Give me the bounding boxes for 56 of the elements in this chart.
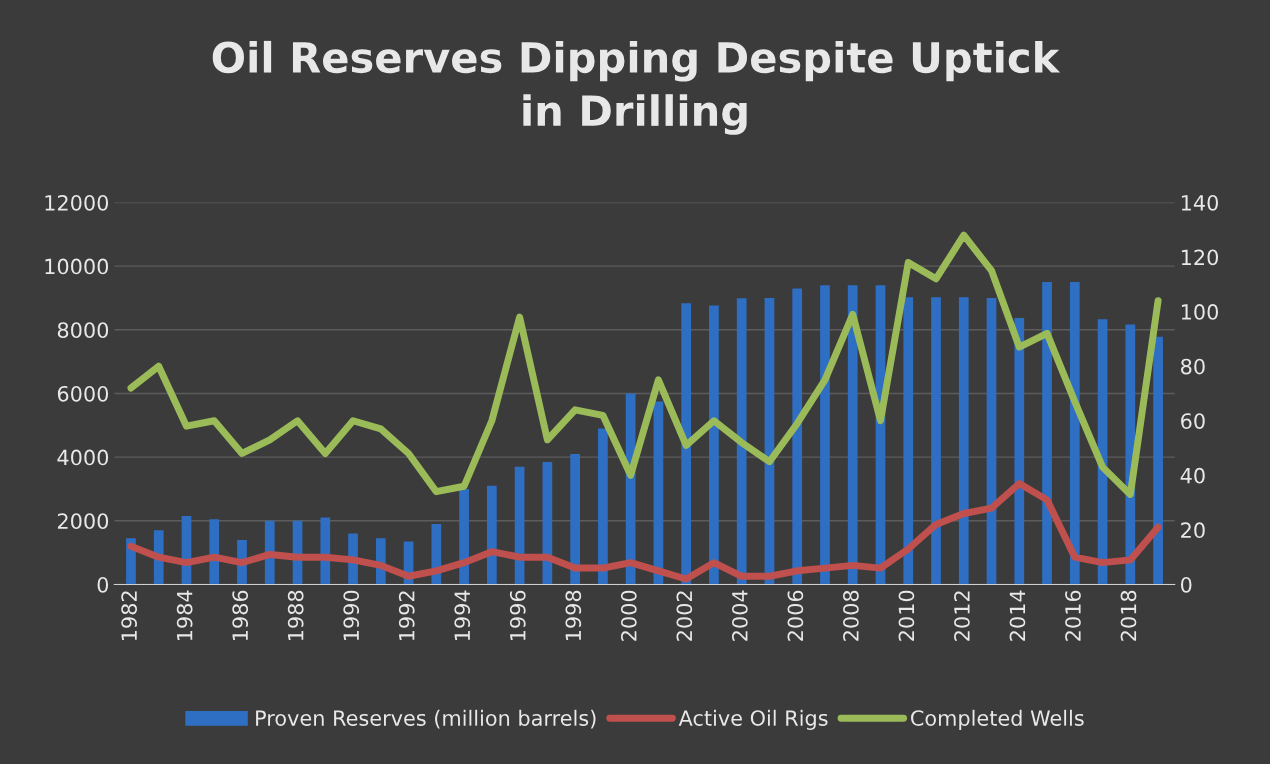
x-tick-label: 1986 [232,590,249,641]
bar [459,488,469,585]
bar [792,288,803,585]
x-tick-label: 2002 [676,591,693,641]
x-tick-label: 2008 [843,590,859,641]
x-tick-label: 1984 [176,590,193,641]
y-tick-label: 12000 [45,194,109,211]
bar [931,297,941,585]
bar [736,298,747,585]
y2-tick-label: 140 [1181,194,1218,211]
x-tick-label: 1996 [509,590,526,641]
x-tick-label: 2004 [731,590,748,641]
x-tick-label: 2016 [1065,590,1081,641]
y-tick-label: 10000 [45,258,109,275]
bar [958,297,969,585]
bar [820,285,830,585]
y-tick-label: 4000 [57,449,109,466]
y2-tick-label: 80 [1181,358,1205,375]
x-tick-label: 2014 [1009,590,1026,641]
bar [486,485,497,585]
x-tick-label: 1988 [287,590,304,641]
legend-label: Proven Reserves (million barrels) [256,709,596,729]
bar [847,285,858,585]
bar [320,517,331,585]
y2-tick-label: 100 [1181,304,1218,320]
bar [570,453,580,585]
y-tick-label: 6000 [57,385,109,402]
y2-tick-label: 40 [1180,467,1205,484]
bar [709,305,719,585]
x-tick-label: 1982 [121,591,137,641]
x-tick-label: 1994 [454,590,471,641]
x-tick-label: 2000 [620,590,637,641]
y2-tick-label: 60 [1181,413,1205,429]
x-tick-label: 2012 [954,591,970,641]
y2-tick-label: 20 [1181,522,1205,539]
y-tick-label: 8000 [57,322,109,338]
bar [1014,318,1025,585]
x-tick-label: 1998 [565,590,582,641]
x-tick-label: 1990 [343,590,360,641]
bar [986,297,997,585]
x-tick-label: 2010 [898,590,915,641]
x-tick-label: 1992 [398,591,415,641]
y2-tick-label: 0 [1180,576,1192,593]
bar [1042,282,1052,585]
bar [903,297,914,585]
bar [681,303,692,585]
legend-label: Completed Wells [910,709,1084,730]
y-tick-label: 0 [97,576,109,593]
chart-title: Oil Reserves Dipping Despite Uptick in Drilling [212,40,1061,135]
y-tick-label: 2000 [57,513,109,529]
legend-label: Active Oil Rigs [678,709,828,730]
y2-tick-label: 120 [1181,249,1218,266]
bar [598,428,608,585]
x-tick-label: 2018 [1120,590,1137,641]
x-tick-label: 2006 [787,590,804,641]
bar [1153,336,1163,585]
